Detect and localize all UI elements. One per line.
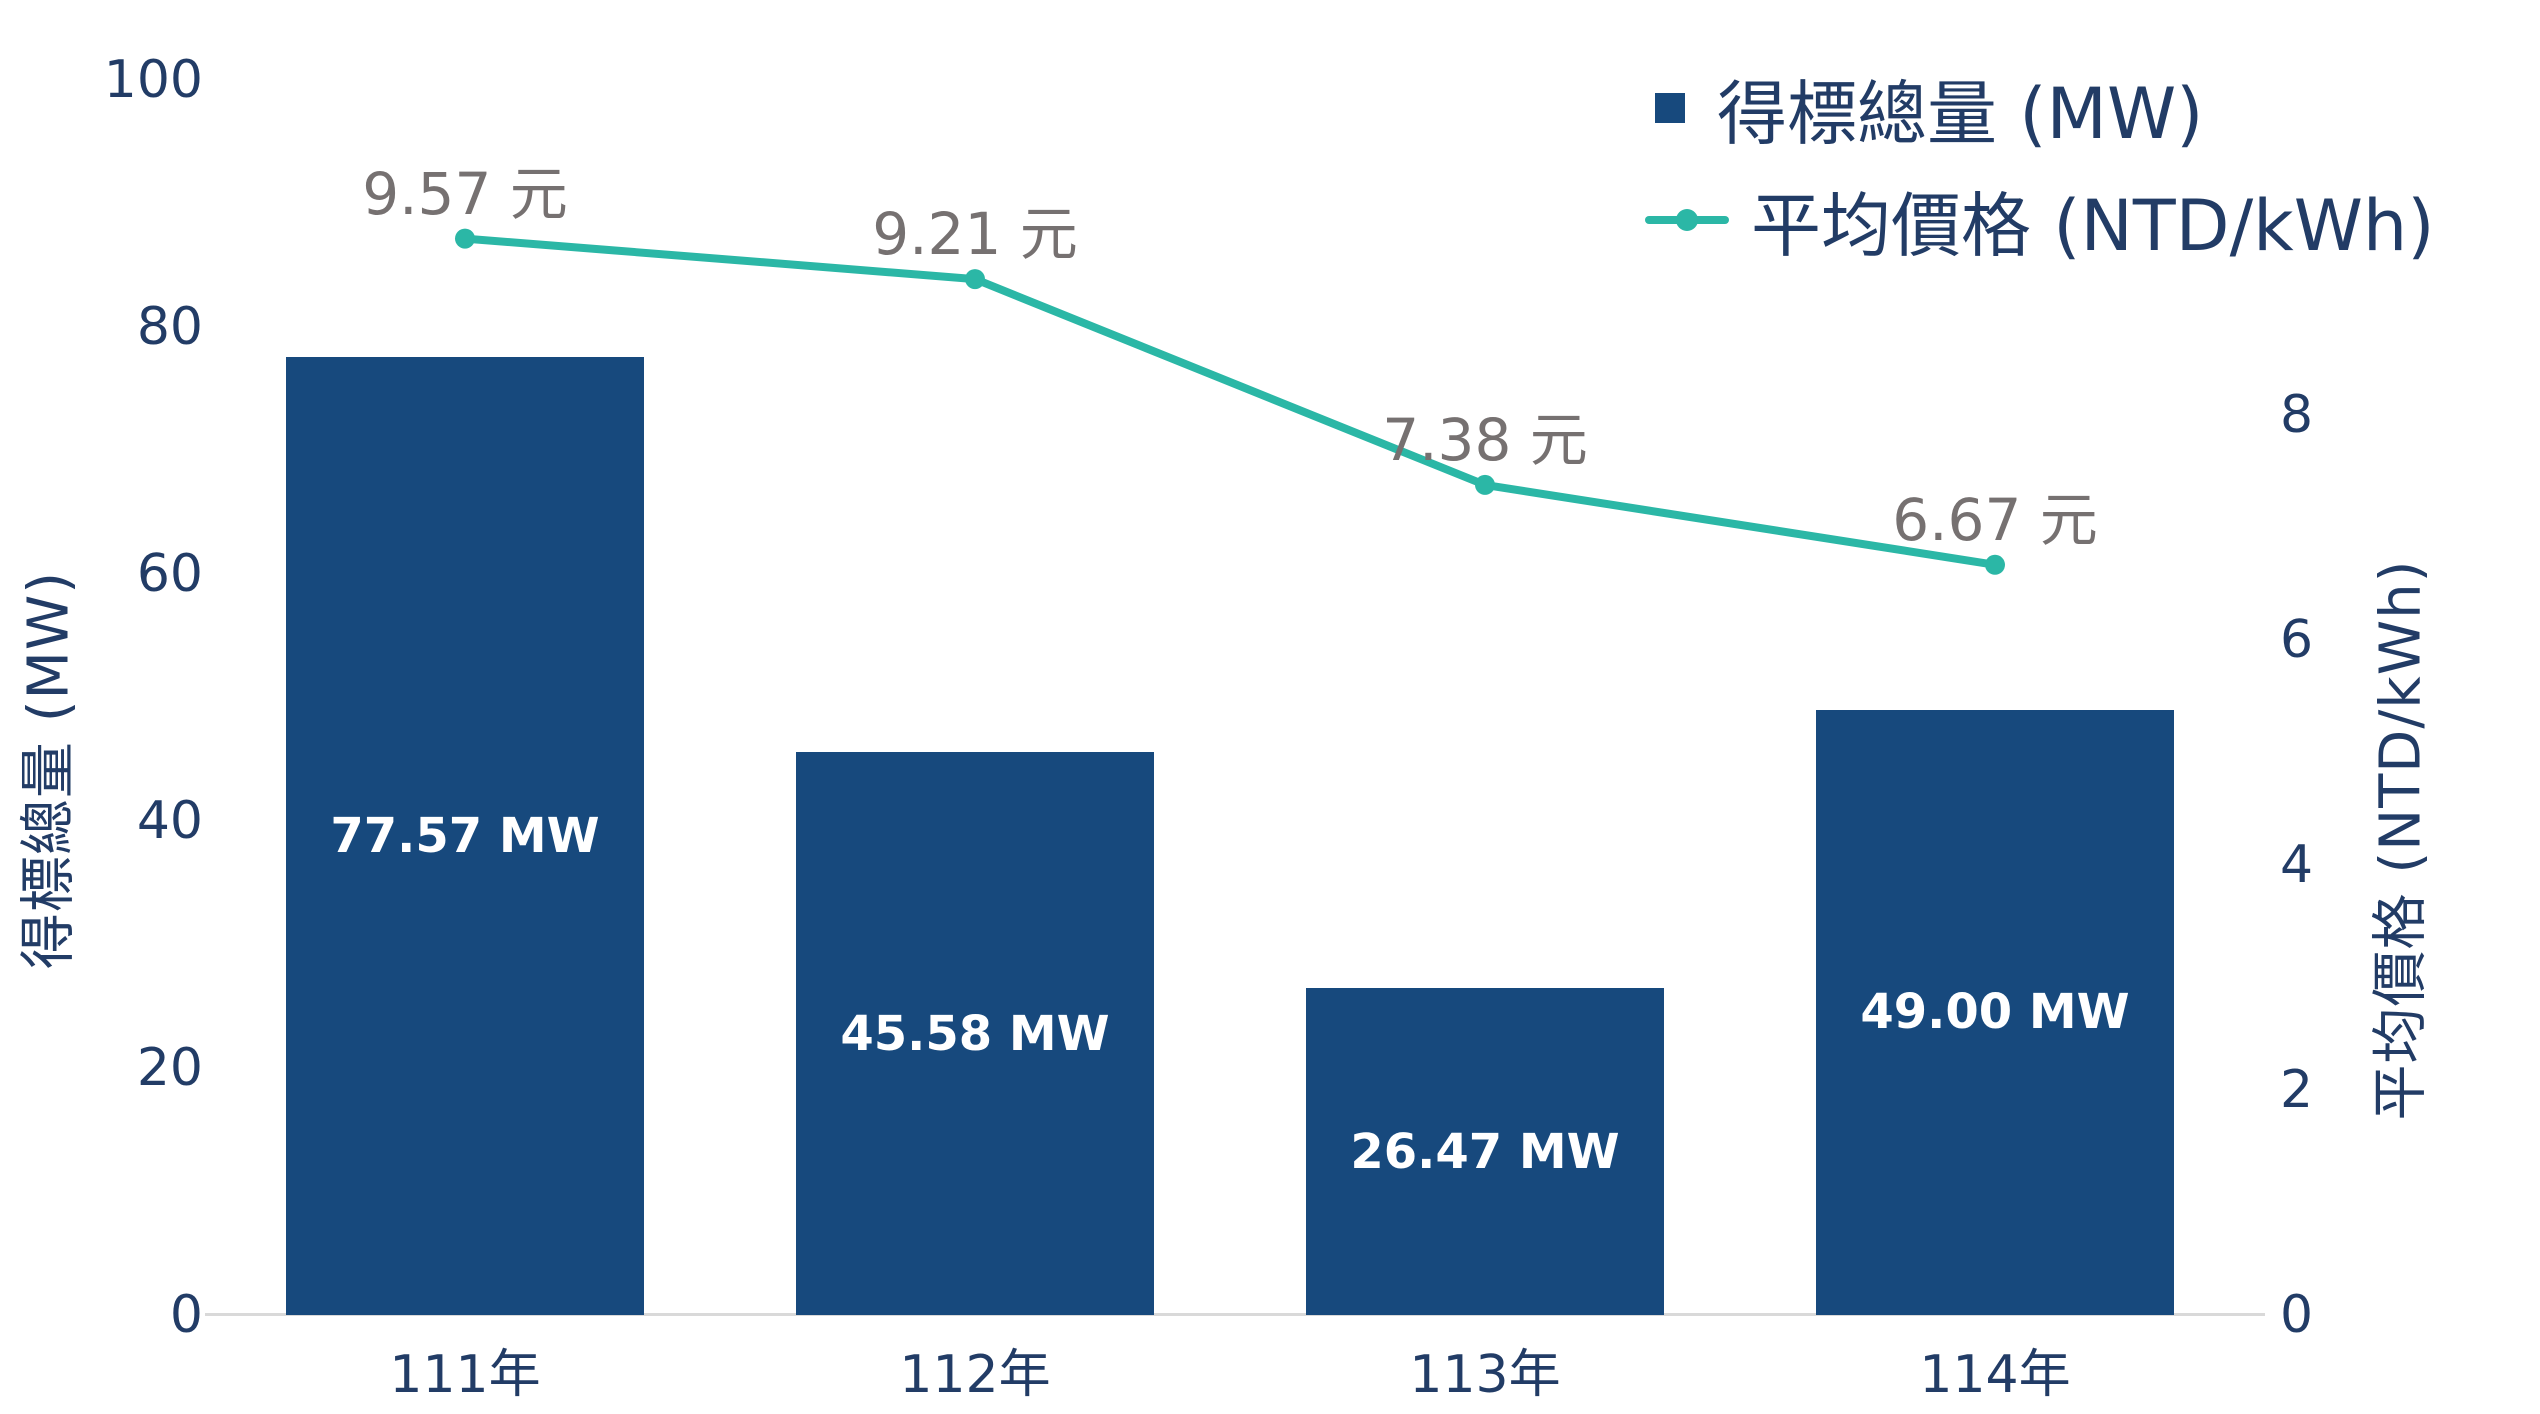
legend-item-line-series: 平均價格 (NTD/kWh) xyxy=(1645,164,2435,276)
line-point-111年 xyxy=(455,228,475,249)
right-axis-tick-label: 6 xyxy=(2280,610,2314,671)
category-label-114年: 114年 xyxy=(1919,1345,2071,1405)
bar-data-label: 45.58 MW xyxy=(840,1005,1110,1062)
left-axis-tick-label: 60 xyxy=(136,544,203,604)
legend-label-bar-series: 得標總量 (MW) xyxy=(1717,72,2204,155)
left-axis-tick-label: 80 xyxy=(136,297,203,357)
bar-113年: 26.47 MW xyxy=(1306,988,1664,1315)
legend-item-bar-series: 得標總量 (MW) xyxy=(1645,52,2435,164)
bar-114年: 49.00 MW xyxy=(1816,709,2174,1315)
line-series-marker-icon xyxy=(1645,209,1729,231)
line-point-112年 xyxy=(965,269,985,290)
line-data-label-113年: 7.38 元 xyxy=(1382,405,1588,474)
right-axis-tick-label: 0 xyxy=(2280,1285,2314,1345)
left-axis-tick-label: 0 xyxy=(169,1285,203,1345)
category-label-112年: 112年 xyxy=(899,1345,1051,1405)
right-axis-tick-label: 8 xyxy=(2280,385,2314,446)
bar-data-label: 49.00 MW xyxy=(1860,984,2130,1041)
legend: 得標總量 (MW) 平均價格 (NTD/kWh) xyxy=(1645,52,2435,276)
bar-data-label: 26.47 MW xyxy=(1350,1123,1620,1180)
left-axis-tick-label: 20 xyxy=(136,1038,203,1098)
line-data-label-112年: 9.21 元 xyxy=(872,200,1078,269)
line-data-label-111年: 9.57 元 xyxy=(362,159,568,228)
bar-data-label: 77.57 MW xyxy=(330,807,600,864)
price-line xyxy=(461,234,1999,569)
line-data-label-114年: 6.67 元 xyxy=(1892,485,2098,554)
legend-label-line-series: 平均價格 (NTD/kWh) xyxy=(1751,184,2435,267)
bar-111年: 77.57 MW xyxy=(286,357,644,1315)
bar-112年: 45.58 MW xyxy=(796,752,1154,1315)
line-series-dot-icon xyxy=(1676,209,1698,231)
line-point-113年 xyxy=(1475,474,1495,495)
category-label-111年: 111年 xyxy=(389,1345,541,1405)
bar-series-swatch-icon xyxy=(1655,93,1685,123)
left-axis-tick-label: 100 xyxy=(103,50,203,110)
category-label-113年: 113年 xyxy=(1409,1345,1561,1405)
line-point-114年 xyxy=(1985,554,2005,575)
right-axis-tick-label: 2 xyxy=(2280,1060,2314,1121)
left-axis-tick-label: 40 xyxy=(136,791,203,851)
x-axis-line xyxy=(205,1313,2265,1316)
right-axis-tick-label: 4 xyxy=(2280,835,2314,896)
